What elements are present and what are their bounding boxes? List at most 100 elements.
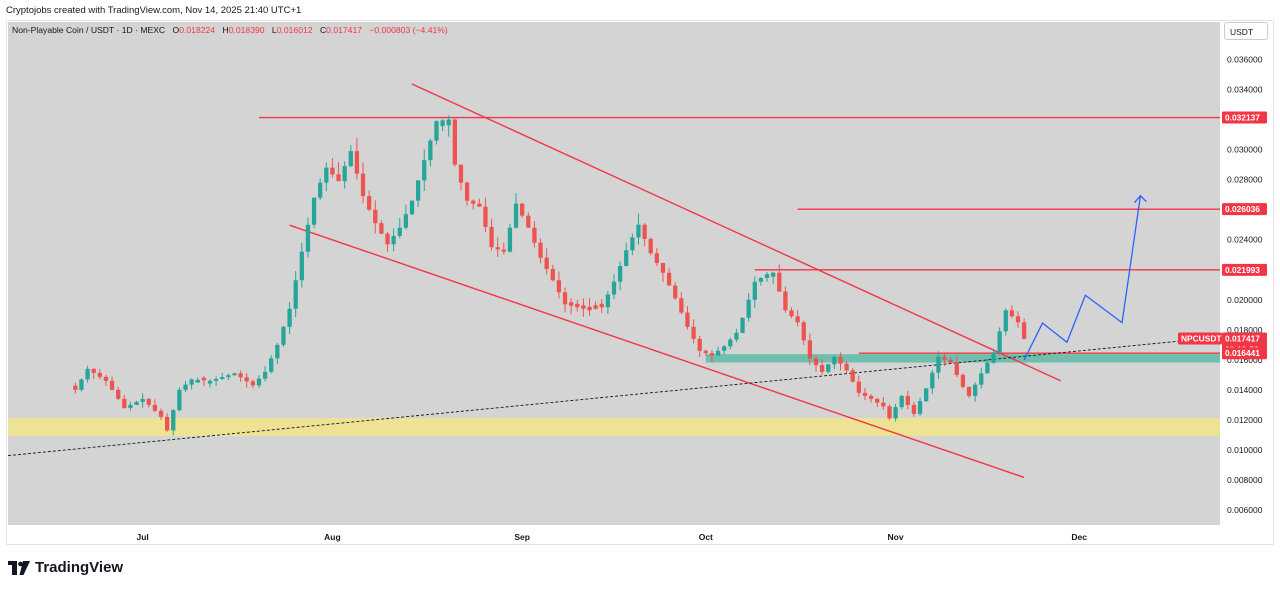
candle bbox=[489, 218, 494, 251]
candle-body bbox=[789, 310, 794, 317]
candle-body bbox=[293, 280, 298, 309]
candle bbox=[740, 317, 745, 334]
candle-body bbox=[122, 398, 127, 408]
candle-body bbox=[679, 298, 684, 313]
candle-body bbox=[348, 151, 353, 167]
candle bbox=[715, 346, 721, 356]
candle bbox=[513, 193, 519, 229]
legend-high-value: 0.018390 bbox=[228, 25, 265, 35]
candle-body bbox=[569, 302, 574, 306]
candle bbox=[575, 300, 580, 312]
candle-body bbox=[703, 350, 708, 354]
candle-body bbox=[471, 200, 476, 204]
candle bbox=[930, 370, 935, 395]
candle bbox=[789, 307, 794, 319]
candle bbox=[116, 386, 121, 401]
price-tag-level-2-text: 0.026036 bbox=[1225, 204, 1260, 214]
legend-symbol: Non-Playable Coin / USDT · 1D · MEXC bbox=[12, 25, 166, 35]
candle bbox=[569, 298, 574, 315]
candle bbox=[483, 197, 488, 233]
candle-body bbox=[213, 378, 219, 381]
candle-body bbox=[838, 356, 843, 364]
candle-body bbox=[660, 262, 666, 273]
candle bbox=[924, 387, 929, 402]
candle-body bbox=[422, 160, 427, 181]
candle bbox=[360, 162, 366, 204]
legend-low-label: L bbox=[271, 25, 277, 35]
candle-body bbox=[826, 364, 831, 372]
candle-body bbox=[207, 380, 213, 384]
candle-body bbox=[734, 332, 739, 340]
price-tag-level-2-bg bbox=[1222, 203, 1267, 216]
candle bbox=[434, 120, 439, 145]
candle bbox=[446, 115, 451, 137]
candle bbox=[581, 298, 586, 317]
currency-button[interactable]: USDT bbox=[1224, 22, 1268, 40]
candle bbox=[501, 242, 506, 255]
candle bbox=[213, 376, 219, 386]
candle-body bbox=[532, 227, 537, 243]
candle-body bbox=[881, 402, 886, 407]
candle bbox=[1009, 305, 1015, 319]
candle bbox=[985, 358, 990, 374]
candle-body bbox=[666, 272, 672, 286]
candle-body bbox=[269, 358, 274, 372]
candle bbox=[550, 264, 555, 282]
candle-body bbox=[605, 294, 611, 308]
legend-change: −0.000803 (−4.41%) bbox=[369, 25, 448, 35]
candle bbox=[795, 310, 800, 327]
candle bbox=[97, 368, 102, 380]
candle-body bbox=[128, 404, 133, 408]
candle bbox=[409, 200, 415, 216]
candle-body bbox=[777, 272, 782, 292]
candle bbox=[593, 301, 598, 310]
candle bbox=[703, 349, 708, 356]
candle bbox=[764, 272, 770, 282]
candle-body bbox=[599, 303, 604, 308]
candle-body bbox=[477, 203, 482, 207]
candle bbox=[844, 361, 849, 373]
candle bbox=[238, 370, 243, 382]
candle bbox=[250, 379, 255, 389]
candle-body bbox=[948, 359, 953, 363]
plot-area[interactable] bbox=[8, 22, 1220, 525]
candle bbox=[336, 162, 341, 182]
candle bbox=[318, 178, 323, 201]
tradingview-wordmark: TradingView bbox=[35, 559, 124, 576]
candle bbox=[458, 164, 464, 191]
candle bbox=[746, 293, 751, 322]
candle-body bbox=[342, 166, 347, 182]
candle-body bbox=[728, 339, 733, 347]
y-tick-label: 0.030000 bbox=[1227, 145, 1263, 155]
candle bbox=[630, 233, 635, 256]
candle bbox=[856, 375, 861, 397]
candle bbox=[722, 345, 727, 355]
candle-body bbox=[832, 356, 837, 365]
candle bbox=[771, 271, 776, 284]
candle-body bbox=[648, 238, 653, 254]
candle bbox=[783, 286, 788, 313]
candle bbox=[991, 348, 996, 364]
candle-body bbox=[299, 251, 304, 281]
candle-body bbox=[244, 377, 249, 382]
tradingview-brand[interactable]: TradingView bbox=[8, 559, 123, 576]
candle-body bbox=[489, 226, 494, 248]
candle bbox=[862, 387, 868, 401]
candle-body bbox=[140, 398, 145, 402]
candle bbox=[752, 276, 757, 308]
candle-body bbox=[587, 306, 592, 311]
price-tag-last-text: 0.017417 bbox=[1225, 334, 1260, 344]
candle bbox=[183, 381, 188, 392]
candle bbox=[709, 349, 715, 362]
candle-body bbox=[544, 257, 549, 269]
candle bbox=[293, 270, 298, 317]
y-tick-label: 0.034000 bbox=[1227, 85, 1263, 95]
candle bbox=[801, 320, 806, 346]
y-tick-label: 0.008000 bbox=[1227, 475, 1263, 485]
price-tag-last: 0.017417 bbox=[1222, 332, 1267, 345]
candle-body bbox=[862, 392, 868, 396]
candle bbox=[813, 355, 819, 372]
y-tick-label: 0.016000 bbox=[1227, 355, 1263, 365]
candle-body bbox=[165, 416, 170, 431]
